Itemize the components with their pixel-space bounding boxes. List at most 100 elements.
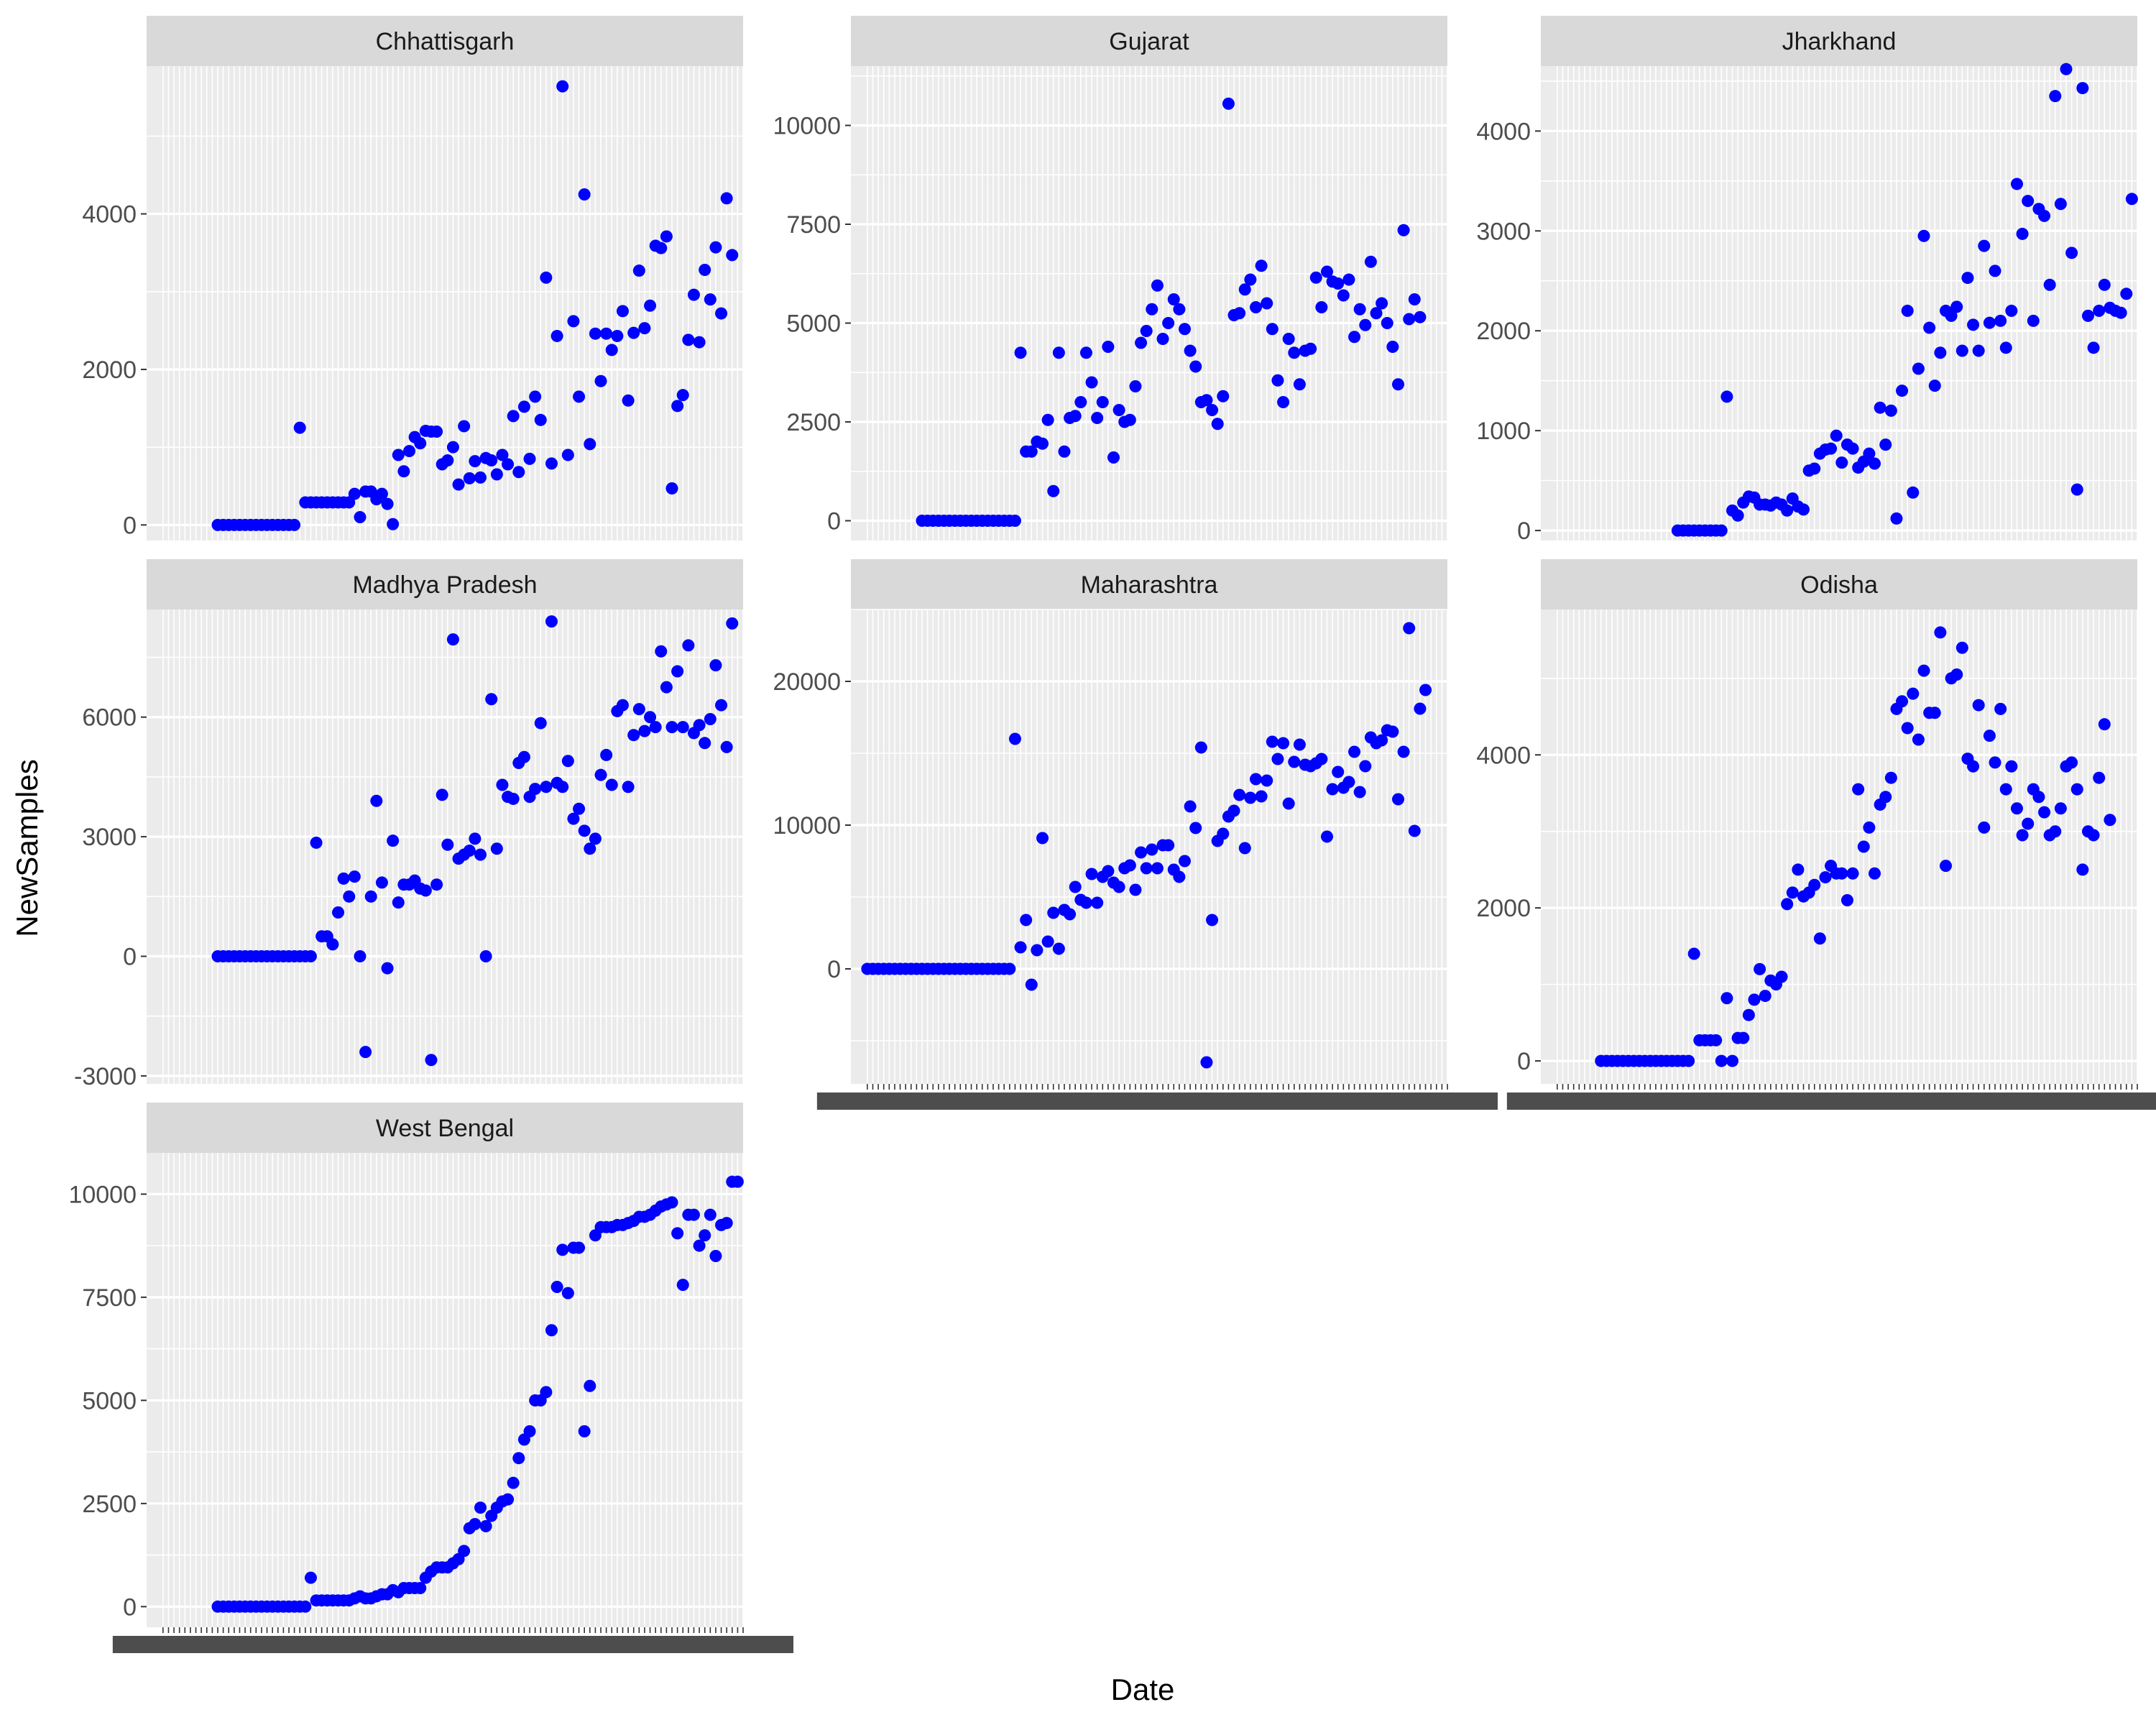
data-point <box>561 755 574 768</box>
data-point <box>332 906 345 919</box>
y-tick-label: 4000 <box>82 201 137 229</box>
data-point <box>682 334 695 346</box>
data-point <box>1912 362 1925 375</box>
data-point <box>425 1054 438 1067</box>
vertical-gridlines <box>1557 610 2138 1084</box>
data-point <box>1901 722 1914 735</box>
data-point <box>337 872 350 885</box>
y-tick-label: 0 <box>827 956 841 983</box>
data-point <box>1994 314 2007 327</box>
data-point <box>1879 438 1892 451</box>
data-point <box>485 454 498 467</box>
data-point <box>1813 932 1826 945</box>
data-point <box>1408 293 1421 305</box>
data-point <box>1162 839 1175 852</box>
data-point <box>1074 396 1087 408</box>
data-point <box>1261 774 1273 787</box>
data-point <box>1408 824 1421 837</box>
data-point <box>1244 273 1257 286</box>
data-point <box>517 750 530 763</box>
data-point <box>1271 753 1284 765</box>
data-point <box>1934 346 1947 359</box>
data-point <box>512 1452 525 1465</box>
data-point <box>1227 804 1240 817</box>
data-point <box>1102 865 1115 878</box>
data-point <box>507 792 520 805</box>
data-point <box>430 426 443 438</box>
data-point <box>561 1287 574 1300</box>
data-point <box>1085 868 1098 880</box>
data-point <box>354 950 367 963</box>
data-point <box>529 390 542 403</box>
facet-chhattisgarh: Chhattisgarh 0 2000 4000 <box>82 16 744 540</box>
data-point <box>364 890 377 903</box>
data-point <box>676 721 689 734</box>
y-tick-label: 0 <box>123 944 137 971</box>
horizontal-gridlines <box>1541 80 2137 532</box>
data-point <box>507 410 520 423</box>
data-point <box>436 788 448 801</box>
data-point <box>699 1229 711 1242</box>
data-point <box>1112 404 1125 416</box>
data-point <box>1825 442 1838 455</box>
data-point <box>1271 374 1284 387</box>
data-point <box>1901 304 1914 317</box>
data-point <box>1031 944 1044 957</box>
data-point <box>600 327 613 340</box>
data-point <box>1775 970 1788 983</box>
data-point <box>387 518 400 530</box>
data-point <box>1726 1054 1739 1067</box>
data-point <box>1178 855 1191 868</box>
data-point <box>627 326 640 339</box>
data-point <box>616 699 629 712</box>
data-point <box>1025 978 1038 991</box>
data-point <box>1945 309 1958 322</box>
data-point <box>567 812 580 825</box>
data-point <box>1737 1031 1750 1044</box>
data-point <box>1950 668 1963 681</box>
data-point <box>1255 259 1268 272</box>
data-point <box>545 457 558 470</box>
data-point <box>1189 822 1202 834</box>
data-point <box>293 421 306 434</box>
data-point <box>387 834 400 847</box>
data-point <box>1999 341 2012 354</box>
data-point <box>1309 271 1322 284</box>
data-point <box>720 192 733 205</box>
data-point <box>1217 390 1230 402</box>
data-point <box>687 288 700 301</box>
data-point <box>600 748 613 761</box>
data-points <box>1595 626 2116 1067</box>
data-point <box>2093 771 2106 784</box>
data-point <box>1332 765 1345 778</box>
data-point <box>1342 273 1355 286</box>
data-point <box>1107 451 1120 464</box>
y-tick-label: 3000 <box>82 824 137 851</box>
data-point <box>1835 456 1848 469</box>
data-point <box>556 781 569 794</box>
data-point <box>2038 806 2051 819</box>
horizontal-gridlines <box>851 75 1447 523</box>
data-point <box>1249 773 1262 786</box>
data-point <box>660 681 673 694</box>
data-point <box>2010 178 2023 190</box>
data-point <box>1085 376 1098 389</box>
data-point <box>523 452 536 465</box>
data-point <box>627 729 640 742</box>
data-point <box>2070 783 2083 796</box>
data-point <box>573 802 586 815</box>
data-point <box>704 713 717 726</box>
data-point <box>1008 732 1021 745</box>
data-point <box>1052 346 1065 359</box>
y-tick-label: 0 <box>827 508 841 535</box>
data-point <box>1211 418 1224 431</box>
data-point <box>1830 429 1843 442</box>
x-tick-labels-overlap <box>816 1092 1498 1110</box>
data-point <box>1786 886 1799 899</box>
data-point <box>304 950 317 963</box>
data-point <box>1200 1056 1213 1069</box>
data-point <box>693 719 706 732</box>
data-point <box>1972 699 1985 712</box>
x-tick-labels-overlap <box>112 1636 793 1653</box>
data-point <box>1884 771 1897 784</box>
